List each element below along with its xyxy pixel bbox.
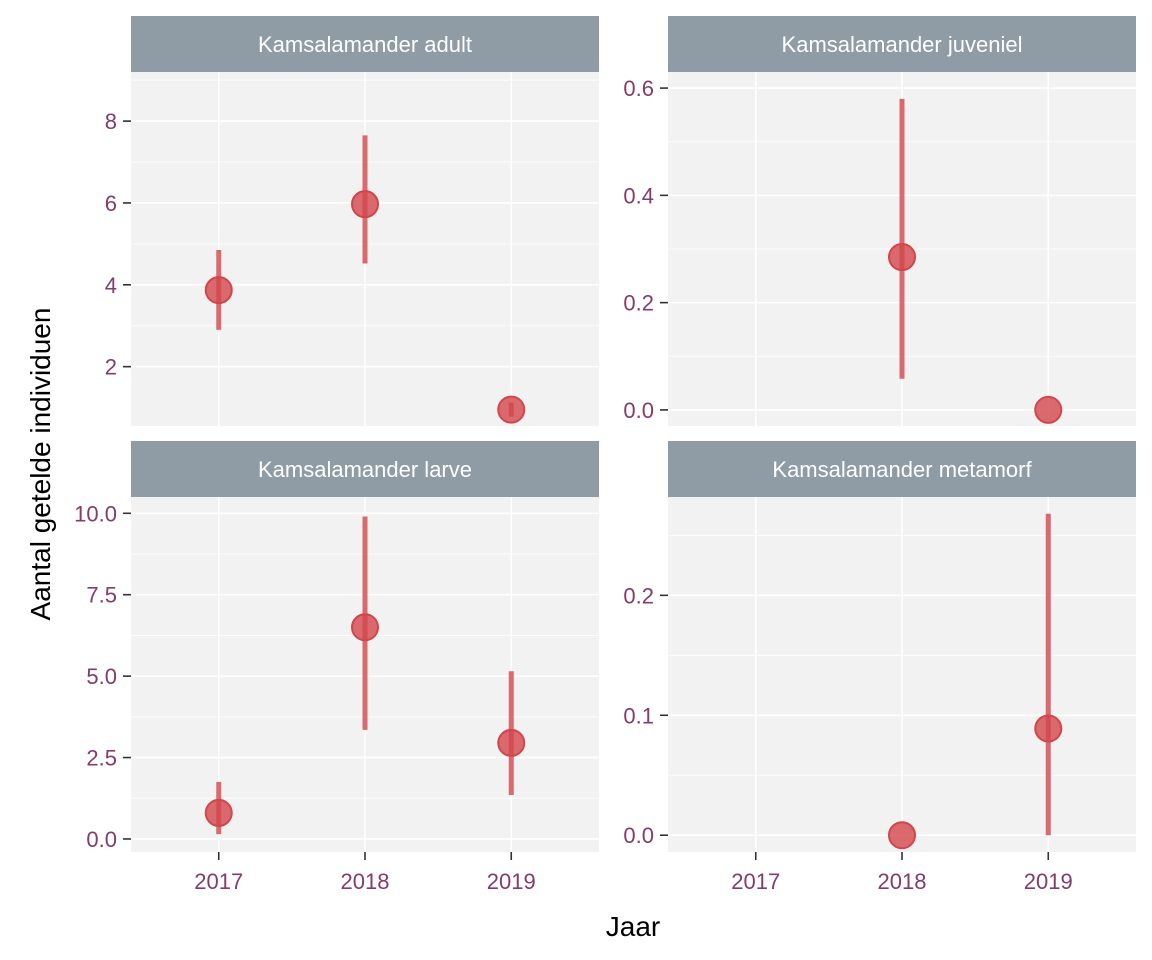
x-tick-label: 2017: [731, 869, 780, 894]
strip-header: [131, 441, 599, 497]
strip-title: Kamsalamander metamorf: [772, 457, 1032, 482]
y-tick-label: 5.0: [86, 664, 117, 689]
y-tick-label: 0.0: [623, 823, 654, 848]
strip-header: [668, 441, 1136, 497]
y-tick-label: 0.2: [623, 583, 654, 608]
data-point: [351, 190, 379, 219]
strip-header: [131, 16, 599, 72]
x-tick-label: 2019: [1024, 869, 1073, 894]
x-tick-label: 2018: [878, 869, 927, 894]
data-point: [204, 798, 233, 827]
y-tick-label: 0.0: [86, 827, 117, 852]
y-tick-label: 2.5: [86, 746, 117, 771]
data-point: [1034, 714, 1063, 743]
data-point: [888, 821, 916, 850]
y-tick-label: 8: [105, 109, 117, 134]
x-axis-title: Jaar: [606, 911, 660, 942]
strip-title: Kamsalamander larve: [258, 457, 472, 482]
y-tick-label: 2: [105, 355, 117, 380]
y-tick-label: 10.0: [74, 501, 117, 526]
y-tick-label: 0.4: [623, 183, 654, 208]
data-point: [497, 395, 526, 424]
panel-2: 0.0 0.2 0.4 0.6 Kamsalamander juveniel: [623, 16, 1136, 426]
y-tick-label: 0.0: [623, 398, 654, 423]
y-axis-title: Aantal getelde individuen: [25, 308, 56, 621]
y-tick-label: 0.6: [623, 76, 654, 101]
data-point: [497, 728, 526, 757]
panel-1: 2 4 6 8 Kamsalamander adult: [105, 16, 599, 426]
strip-title: Kamsalamander juveniel: [782, 32, 1023, 57]
data-point: [351, 613, 379, 642]
y-tick-label: 7.5: [86, 583, 117, 608]
panel-4: 0.0 0.1 0.2 2017 2018 2019 Kamsalamander metam…: [623, 441, 1136, 894]
x-tick-label: 2017: [194, 869, 243, 894]
y-tick-label: 6: [105, 191, 117, 216]
panel-3: 0.0 2.5 5.0 7.5 10.0 2017 2018 2019 Kamsalamande…: [74, 441, 599, 894]
y-tick-label: 0.1: [623, 703, 654, 728]
strip-title: Kamsalamander adult: [258, 32, 472, 57]
x-tick-label: 2018: [341, 869, 390, 894]
x-tick-label: 2019: [487, 869, 536, 894]
data-point: [888, 243, 916, 272]
y-tick-label: 0.2: [623, 291, 654, 316]
strip-header: [668, 16, 1136, 72]
y-tick-label: 4: [105, 273, 117, 298]
data-point: [1034, 395, 1063, 424]
data-point: [204, 276, 233, 305]
